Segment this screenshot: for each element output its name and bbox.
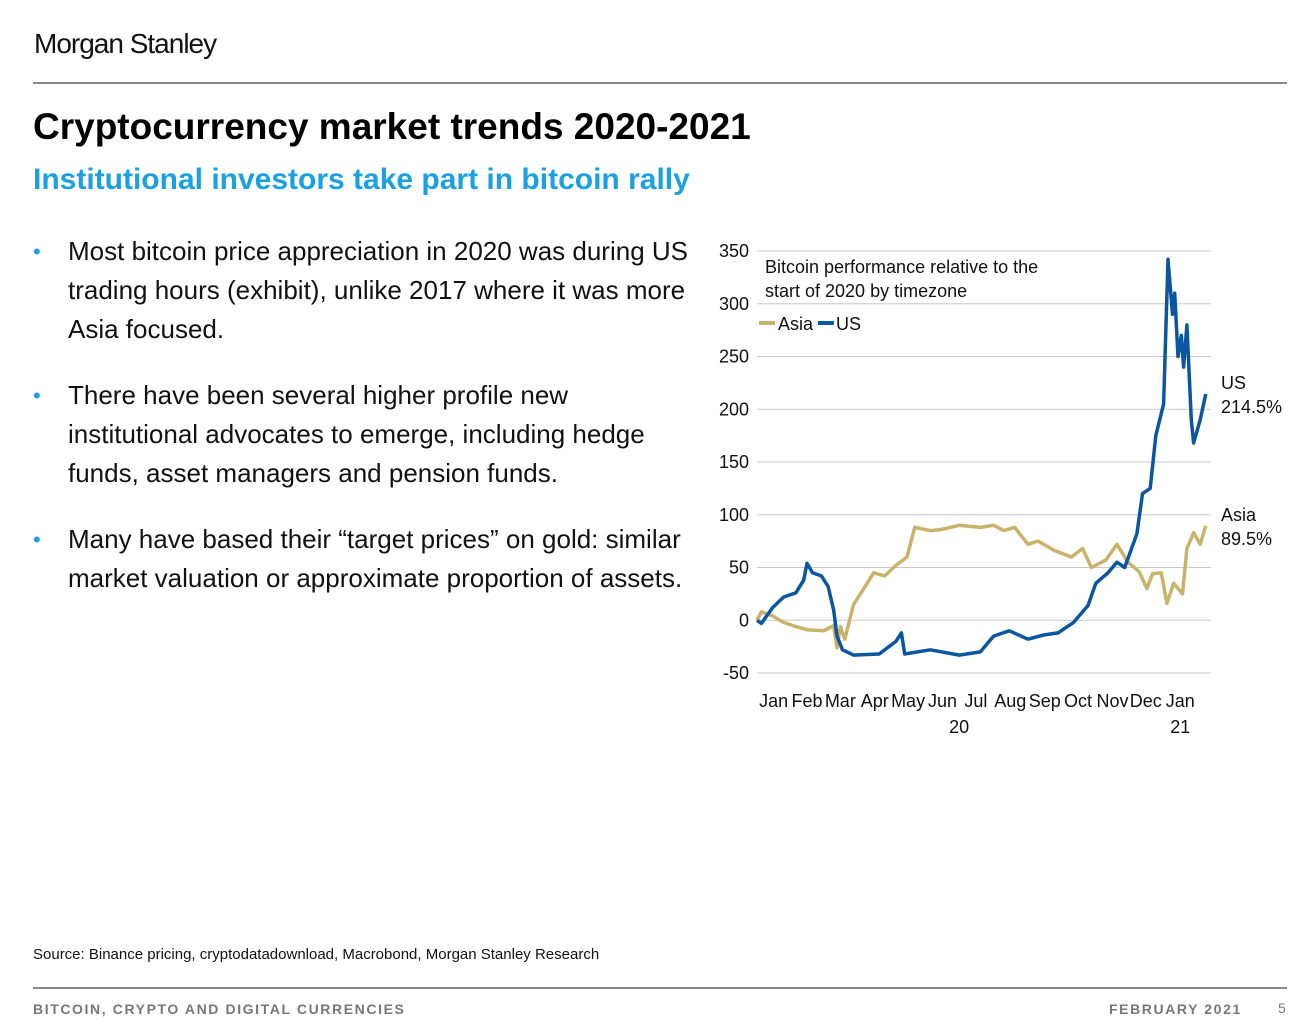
chart-title-line1: Bitcoin performance relative to the xyxy=(765,257,1038,277)
bullet-item: • There have been several higher profile … xyxy=(33,376,693,493)
end-value-asia: 89.5% xyxy=(1221,529,1272,549)
x-tick-label: Jul xyxy=(964,691,987,711)
bullet-text: Many have based their “target prices” on… xyxy=(68,524,683,593)
footer-divider xyxy=(33,987,1287,989)
x-tick-label: Mar xyxy=(825,691,856,711)
x-tick-label: Oct xyxy=(1064,691,1092,711)
bullet-text: There have been several higher profile n… xyxy=(68,380,645,488)
x-tick-label: Jan xyxy=(759,691,788,711)
legend-asia-label: Asia xyxy=(778,314,814,334)
footer-date: FEBRUARY 2021 xyxy=(1109,1001,1242,1017)
bullet-icon: • xyxy=(33,239,41,264)
end-label-us: US xyxy=(1221,373,1246,393)
page-subtitle: Institutional investors take part in bit… xyxy=(33,163,690,196)
morgan-stanley-logo: Morgan Stanley xyxy=(34,28,217,59)
chart-title-line2: start of 2020 by timezone xyxy=(765,281,967,301)
bullet-item: • Many have based their “target prices” o… xyxy=(33,520,693,598)
header-divider xyxy=(33,82,1287,84)
bullet-list: • Most bitcoin price appreciation in 2020… xyxy=(33,232,693,625)
legend-us-label: US xyxy=(836,314,861,334)
source-note: Source: Binance pricing, cryptodatadownl… xyxy=(33,946,600,963)
y-tick-label: 200 xyxy=(719,399,749,419)
legend-asia-swatch xyxy=(759,321,775,325)
page-number: 5 xyxy=(1278,1000,1286,1016)
x-tick-label: Jun xyxy=(928,691,957,711)
x-year-label: 21 xyxy=(1170,717,1190,737)
x-year-label: 20 xyxy=(949,717,969,737)
y-tick-label: 100 xyxy=(719,505,749,525)
x-tick-label: Aug xyxy=(994,691,1026,711)
y-tick-label: 250 xyxy=(719,347,749,367)
x-tick-label: May xyxy=(891,691,925,711)
x-tick-label: Jan xyxy=(1166,691,1195,711)
end-label-asia: Asia xyxy=(1221,505,1257,525)
bullet-icon: • xyxy=(33,527,41,552)
series-line-asia xyxy=(755,523,1208,650)
y-tick-label: 50 xyxy=(729,558,749,578)
bullet-text: Most bitcoin price appreciation in 2020 … xyxy=(68,236,689,344)
legend-us-swatch xyxy=(818,321,834,325)
bullet-icon: • xyxy=(33,383,41,408)
series-line-us xyxy=(755,257,1208,657)
y-tick-label: 150 xyxy=(719,452,749,472)
y-tick-label: 300 xyxy=(719,294,749,314)
y-tick-label: 350 xyxy=(719,241,749,261)
page-title: Cryptocurrency market trends 2020-2021 xyxy=(33,106,751,147)
x-tick-label: Feb xyxy=(791,691,822,711)
end-value-us: 214.5% xyxy=(1221,397,1282,417)
x-tick-label: Dec xyxy=(1130,691,1162,711)
x-tick-label: Nov xyxy=(1096,691,1128,711)
y-tick-label: -50 xyxy=(723,663,749,683)
x-tick-label: Apr xyxy=(861,691,889,711)
x-tick-label: Sep xyxy=(1029,691,1061,711)
bullet-item: • Most bitcoin price appreciation in 2020… xyxy=(33,232,693,349)
y-tick-label: 0 xyxy=(739,610,749,630)
footer-section: BITCOIN, CRYPTO AND DIGITAL CURRENCIES xyxy=(33,1001,406,1017)
